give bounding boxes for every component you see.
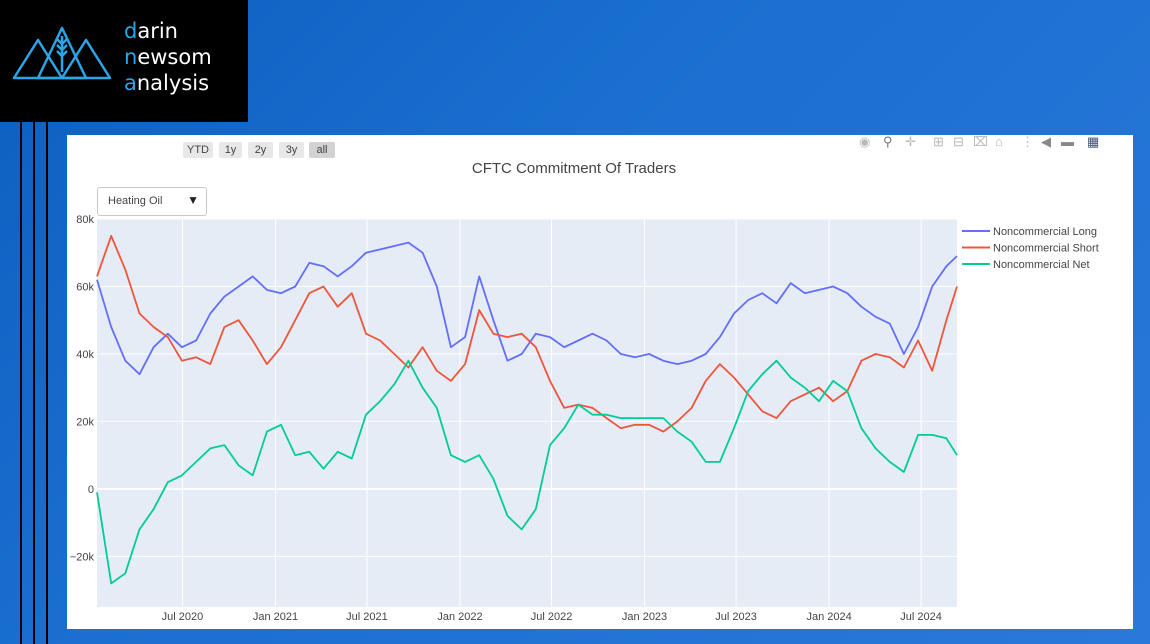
- commodity-dropdown[interactable]: Heating Oil ▼: [97, 187, 207, 216]
- decorative-line: [20, 122, 22, 644]
- zoom-in-icon[interactable]: ⊞: [933, 134, 944, 149]
- camera-icon[interactable]: ◉: [859, 134, 871, 149]
- range-button-all[interactable]: all: [309, 142, 335, 158]
- pan-icon[interactable]: ✛: [905, 134, 916, 149]
- line-chart: −20k 0 20k 40k 60k 80k Jul 2020 Jan 2021 Jul 202…: [70, 214, 1099, 623]
- chevron-down-icon: ▼: [187, 193, 199, 207]
- y-tick-label: 60k: [76, 281, 94, 293]
- x-tick-label: Jan 2024: [806, 611, 851, 623]
- range-button-1y[interactable]: 1y: [219, 142, 242, 158]
- range-button-3y[interactable]: 3y: [279, 142, 304, 158]
- x-tick-label: Jul 2022: [531, 611, 573, 623]
- x-tick-label: Jul 2023: [715, 611, 757, 623]
- y-tick-label: 40k: [76, 349, 94, 361]
- reset-home-icon[interactable]: ⌂: [995, 134, 1003, 149]
- plot-area: [97, 219, 957, 607]
- zoom-icon[interactable]: ⚲: [883, 134, 893, 149]
- spike-lines-icon[interactable]: ⋮: [1021, 134, 1034, 149]
- legend-label[interactable]: Noncommercial Net: [993, 259, 1090, 271]
- hover-compare-icon[interactable]: ▬: [1061, 134, 1074, 149]
- decorative-line: [33, 122, 35, 644]
- mountain-logo-icon: [12, 26, 112, 80]
- legend-label[interactable]: Noncommercial Long: [993, 226, 1097, 238]
- x-tick-label: Jan 2022: [437, 611, 482, 623]
- x-tick-label: Jul 2020: [162, 611, 204, 623]
- series-line-3: [96, 359, 958, 585]
- x-tick-label: Jul 2021: [346, 611, 388, 623]
- y-tick-label: 20k: [76, 416, 94, 428]
- range-button-2y[interactable]: 2y: [248, 142, 273, 158]
- range-button-ytd[interactable]: YTD: [183, 142, 213, 158]
- dropdown-selected-value: Heating Oil: [108, 195, 163, 207]
- logo-text: darin newsom analysis: [124, 19, 212, 95]
- y-tick-label: −20k: [70, 551, 95, 563]
- x-tick-label: Jul 2024: [900, 611, 942, 623]
- modebar: ◉ ⚲ ✛ ⊞ ⊟ ⌧ ⌂ ⋮ ◀ ▬ ▦: [859, 135, 1119, 151]
- logo: darin newsom analysis: [0, 0, 248, 122]
- x-tick-label: Jan 2021: [253, 611, 298, 623]
- series-line-1: [96, 241, 958, 376]
- y-tick-label: 80k: [76, 214, 94, 226]
- autoscale-icon[interactable]: ⌧: [973, 134, 988, 149]
- legend-label[interactable]: Noncommercial Short: [993, 243, 1099, 255]
- series-line-2: [96, 235, 958, 433]
- chart-panel: YTD 1y 2y 3y all CFTC Commitment Of Trad…: [67, 135, 1133, 629]
- y-tick-label: 0: [88, 484, 94, 496]
- plotly-logo-icon[interactable]: ▦: [1087, 134, 1100, 149]
- zoom-out-icon[interactable]: ⊟: [953, 134, 964, 149]
- chart-title: CFTC Commitment Of Traders: [471, 160, 677, 177]
- decorative-line: [46, 122, 48, 644]
- hover-closest-icon[interactable]: ◀: [1041, 134, 1051, 149]
- x-tick-label: Jan 2023: [622, 611, 667, 623]
